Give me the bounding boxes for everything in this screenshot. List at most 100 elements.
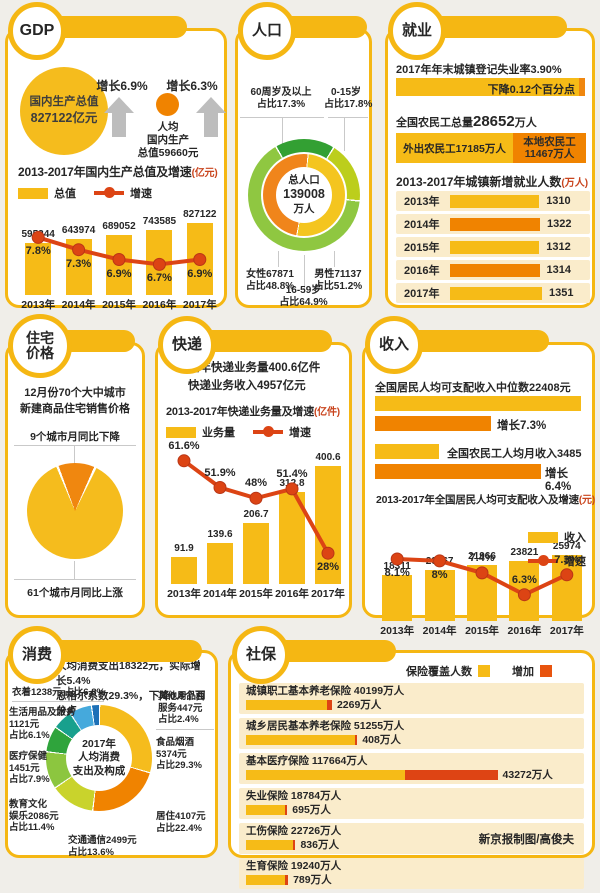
social-row-bars: 408万人 <box>246 734 577 746</box>
connector-line <box>156 729 214 730</box>
growth-label: 6.9% <box>106 267 132 280</box>
slice-label: 其他用品和 服务447元 占比2.4% <box>158 691 218 726</box>
income-migrant-growth-bar <box>375 464 541 479</box>
increase-bar <box>405 769 498 780</box>
center-l2: 139008 <box>283 187 325 202</box>
pop-label-female: 女性67871 占比48.8% <box>238 269 302 293</box>
jobs-value: 1310 <box>546 195 571 207</box>
income-header-label: 收入 <box>378 335 409 353</box>
jobs-year-label: 2016年 <box>404 265 440 277</box>
legend-bar-label: 业务量 <box>202 427 235 439</box>
slice-label-line: 医疗保健 <box>9 751 48 762</box>
gdp-total-line2: 827122亿元 <box>30 111 98 126</box>
bar-value: 23821 <box>510 546 539 558</box>
income-median-bar <box>375 396 581 411</box>
pop-label-age015: 0-15岁 占比17.8% <box>324 87 373 111</box>
gdp-total-circle: 国内生产总值 827122亿元 <box>20 67 108 155</box>
migrant-total-label: 全国农民工总量28652万人 <box>396 113 537 130</box>
slice-label-line: 衣着1238元 占比6.8% <box>12 687 105 698</box>
connector-line <box>278 251 279 267</box>
bar-swatch-icon <box>166 426 196 438</box>
consumption-center: 2017年 人均消费 支出及构成 <box>66 725 132 791</box>
up-arrow-icon <box>196 97 226 137</box>
bar <box>25 243 52 295</box>
slice-label-line: 生活用品及服务 <box>9 707 76 718</box>
slice-label: 交通通信2499元 占比13.6% <box>68 835 178 858</box>
slice-label-line: 1121元 <box>9 718 40 730</box>
slice-label-line: 居住4107元 <box>156 811 206 822</box>
x-axis-labels: 2013年 2014年 2015年 2016年 2017年 <box>166 586 346 601</box>
social-row: 生育保险 19240万人 789万人 <box>239 858 584 889</box>
housing-intro-l2: 新建商品住宅销售价格 <box>20 403 130 415</box>
year-label: 2014年 <box>422 625 457 637</box>
bar <box>207 542 233 584</box>
gdp-percap-l1: 人均 <box>157 121 179 133</box>
jobs-year-label: 2013年 <box>404 196 440 208</box>
jobs-year-label: 2014年 <box>404 219 440 231</box>
social-row-bars: 43272万人 <box>246 769 577 781</box>
year-label: 2015年 <box>239 588 273 600</box>
legend-line-label: 增速 <box>564 556 586 568</box>
express-intro-l2: 快递业务收入4957亿元 <box>188 380 306 392</box>
housing-down-label: 9个城市月同比下降 <box>30 431 120 443</box>
bar-value: 25974 <box>552 541 581 552</box>
migrant-suffix: 万人 <box>514 117 537 129</box>
social-legend-increase-label: 增加 <box>512 666 534 678</box>
x-axis-labels: 2013年 2014年 2015年 2016年 2017年 <box>376 623 588 638</box>
social-row: 城乡居民基本养老保险 51255万人 408万人 <box>239 718 584 749</box>
slice-label-line: 其他用品和 <box>158 691 206 702</box>
pop-female-l2: 占比48.8% <box>245 281 295 292</box>
bar-value: 21966 <box>468 551 496 563</box>
slice-label-line: 占比22.4% <box>156 822 202 834</box>
housing-intro-l1: 12月份70个大中城市 <box>24 387 126 399</box>
social-legend-covered-label: 保险覆盖人数 <box>406 666 472 678</box>
connector-line <box>14 579 136 580</box>
social-row-bars: 2269万人 <box>246 699 577 711</box>
slice-label: 教育文化 娱乐2086元 占比11.4% <box>9 799 69 834</box>
social-row-bars: 836万人 <box>246 839 577 851</box>
panel-consumption: 人均消费支出18322元，实际增长5.4% 恩格尔系数29.3%，下降0.8个百… <box>5 650 218 858</box>
growth-label: 7.3% <box>66 257 92 270</box>
social-row-label: 工伤保险 22726万人 <box>246 825 342 837</box>
pop-age015-l2: 占比17.8% <box>324 99 373 110</box>
increase-bar <box>327 699 332 710</box>
slice-label-line: 娱乐2086元 <box>9 810 59 822</box>
migrant-local-bar: 本地农民工 11467万人 <box>513 133 586 163</box>
panel-social: 保险覆盖人数 增加 城镇职工基本养老保险 40199万人 2269万人 城乡居民基本… <box>228 650 595 889</box>
bar-value: 91.9 <box>174 542 194 554</box>
growth-label: 51.4% <box>276 467 308 480</box>
pop-female-l1: 女性67871 <box>246 269 294 280</box>
social-header: 社保 <box>232 626 290 684</box>
panel-employment: 2017年年末城镇登记失业率3.90% 下降0.12个百分点 全国农民工总量28… <box>385 28 595 308</box>
bar-value: 743585 <box>142 216 177 228</box>
jobs-chart: 2013年 1310 2014年 1322 2015年 1312 2016年 1314 2017… <box>396 191 590 306</box>
pop-age60-l2: 占比17.3% <box>256 99 306 110</box>
slice-label-line: 占比13.6% <box>68 846 114 858</box>
bar-value: 206.7 <box>243 509 269 521</box>
year-label: 2013年 <box>167 588 201 600</box>
connector-line <box>344 117 345 151</box>
growth-label: 7.8% <box>25 245 51 258</box>
connector-line <box>74 445 75 467</box>
pop-age1659-l2: 占比64.9% <box>279 297 328 308</box>
consumption-header-label: 消费 <box>21 645 52 663</box>
social-row-label: 基本医疗保险 117664万人 <box>246 755 368 767</box>
growth-label: 8% <box>431 568 448 581</box>
bar-value: 643974 <box>61 224 96 236</box>
employment-header-pill <box>417 16 567 38</box>
year-label: 2016年 <box>507 625 542 637</box>
social-legend: 保险覆盖人数 增加 <box>406 663 552 679</box>
chart-legend: 总值 增速 <box>18 185 220 201</box>
bar-value: 18311 <box>383 560 411 572</box>
jobs-row: 2013年 1310 <box>396 191 590 211</box>
bar-value: 139.6 <box>207 528 233 540</box>
chart-unit: (亿件) <box>314 407 340 418</box>
connector-line <box>328 117 368 118</box>
express-intro-l1: 全年快递业务量400.6亿件 <box>188 362 321 374</box>
connector-line <box>74 561 75 579</box>
panel-income: 全国居民人均可支配收入中位数22408元 增长7.3% 全国农民工人均月收入34… <box>362 342 595 637</box>
gdp-chart: 2013-2017年国内生产总值及增速(亿元)总值增速5952446439746… <box>18 163 220 312</box>
growth-label: 48% <box>244 477 268 490</box>
year-label: 2013年 <box>380 625 415 637</box>
bar <box>424 569 455 621</box>
